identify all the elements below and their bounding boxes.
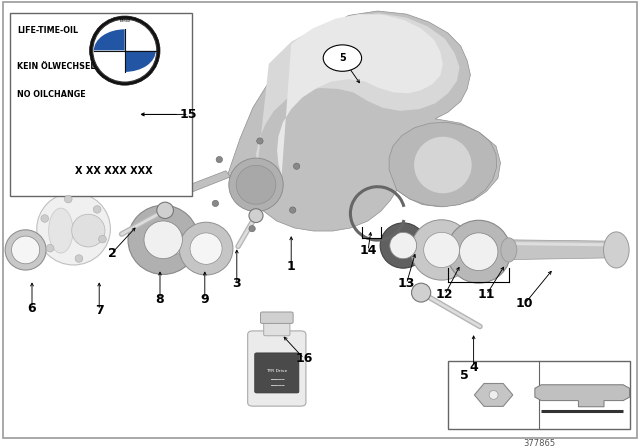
Ellipse shape — [424, 233, 460, 267]
Polygon shape — [509, 242, 614, 246]
FancyBboxPatch shape — [10, 13, 192, 196]
Text: 4: 4 — [469, 361, 478, 374]
Text: TYR Drive: TYR Drive — [266, 369, 287, 373]
Polygon shape — [178, 171, 230, 196]
Text: ─────: ───── — [269, 383, 284, 388]
Ellipse shape — [157, 202, 173, 219]
Ellipse shape — [229, 158, 283, 211]
Ellipse shape — [212, 200, 219, 207]
Text: 11: 11 — [477, 289, 495, 302]
Text: 7: 7 — [95, 304, 104, 317]
Ellipse shape — [293, 163, 300, 169]
Text: 16: 16 — [295, 352, 313, 365]
Ellipse shape — [37, 193, 111, 265]
Ellipse shape — [501, 238, 517, 262]
Ellipse shape — [150, 221, 193, 263]
Text: 14: 14 — [359, 244, 377, 257]
Text: 13: 13 — [397, 277, 415, 290]
Ellipse shape — [257, 138, 263, 144]
Ellipse shape — [447, 220, 511, 283]
Text: 6: 6 — [28, 302, 36, 314]
Ellipse shape — [72, 214, 105, 247]
Ellipse shape — [75, 255, 83, 263]
Ellipse shape — [412, 283, 431, 302]
Wedge shape — [125, 51, 156, 72]
Ellipse shape — [489, 391, 498, 399]
FancyBboxPatch shape — [264, 321, 290, 336]
Text: X XX XXX XXX: X XX XXX XXX — [75, 166, 152, 176]
Ellipse shape — [93, 19, 157, 82]
Text: 8: 8 — [156, 293, 164, 306]
FancyBboxPatch shape — [448, 361, 630, 429]
Ellipse shape — [41, 215, 49, 222]
Circle shape — [323, 45, 362, 71]
Ellipse shape — [289, 207, 296, 213]
Ellipse shape — [12, 236, 40, 264]
Ellipse shape — [249, 225, 255, 232]
Polygon shape — [227, 11, 500, 231]
Ellipse shape — [236, 165, 276, 204]
Ellipse shape — [158, 229, 185, 255]
FancyBboxPatch shape — [260, 312, 293, 323]
Text: KEIN ÖLWECHSEL: KEIN ÖLWECHSEL — [17, 62, 96, 71]
Ellipse shape — [414, 137, 472, 193]
Text: ─────: ───── — [269, 376, 284, 381]
Ellipse shape — [179, 222, 233, 275]
Ellipse shape — [249, 209, 263, 223]
Ellipse shape — [144, 221, 182, 258]
Text: 377865: 377865 — [523, 439, 556, 448]
Text: 2: 2 — [108, 246, 116, 259]
Ellipse shape — [460, 233, 498, 271]
Ellipse shape — [65, 195, 72, 203]
Ellipse shape — [380, 223, 426, 268]
Text: 9: 9 — [200, 293, 209, 306]
Ellipse shape — [190, 233, 222, 264]
Wedge shape — [125, 29, 156, 51]
Ellipse shape — [93, 206, 101, 213]
FancyBboxPatch shape — [255, 353, 299, 393]
Ellipse shape — [604, 232, 629, 268]
Text: BMW: BMW — [119, 19, 131, 23]
Text: LIFE-TIME-OIL: LIFE-TIME-OIL — [17, 26, 79, 35]
Wedge shape — [94, 51, 125, 72]
Text: 1: 1 — [287, 260, 296, 273]
Polygon shape — [389, 122, 497, 207]
Polygon shape — [535, 385, 630, 407]
Text: NO OILCHANGE: NO OILCHANGE — [17, 90, 86, 99]
Text: 15: 15 — [180, 108, 198, 121]
Polygon shape — [256, 13, 460, 169]
Ellipse shape — [99, 235, 106, 243]
Ellipse shape — [5, 230, 46, 270]
Ellipse shape — [128, 205, 198, 274]
Ellipse shape — [49, 208, 73, 253]
Ellipse shape — [390, 233, 417, 259]
Text: 3: 3 — [232, 277, 241, 290]
Ellipse shape — [216, 156, 223, 163]
Text: 5: 5 — [460, 369, 468, 382]
Text: 12: 12 — [436, 289, 454, 302]
Ellipse shape — [46, 245, 54, 252]
Polygon shape — [277, 14, 443, 176]
Text: 5: 5 — [339, 53, 346, 63]
Ellipse shape — [90, 16, 160, 85]
Polygon shape — [509, 240, 620, 260]
Ellipse shape — [411, 220, 472, 280]
Wedge shape — [94, 29, 125, 51]
Text: 10: 10 — [516, 297, 534, 310]
FancyBboxPatch shape — [248, 331, 306, 406]
